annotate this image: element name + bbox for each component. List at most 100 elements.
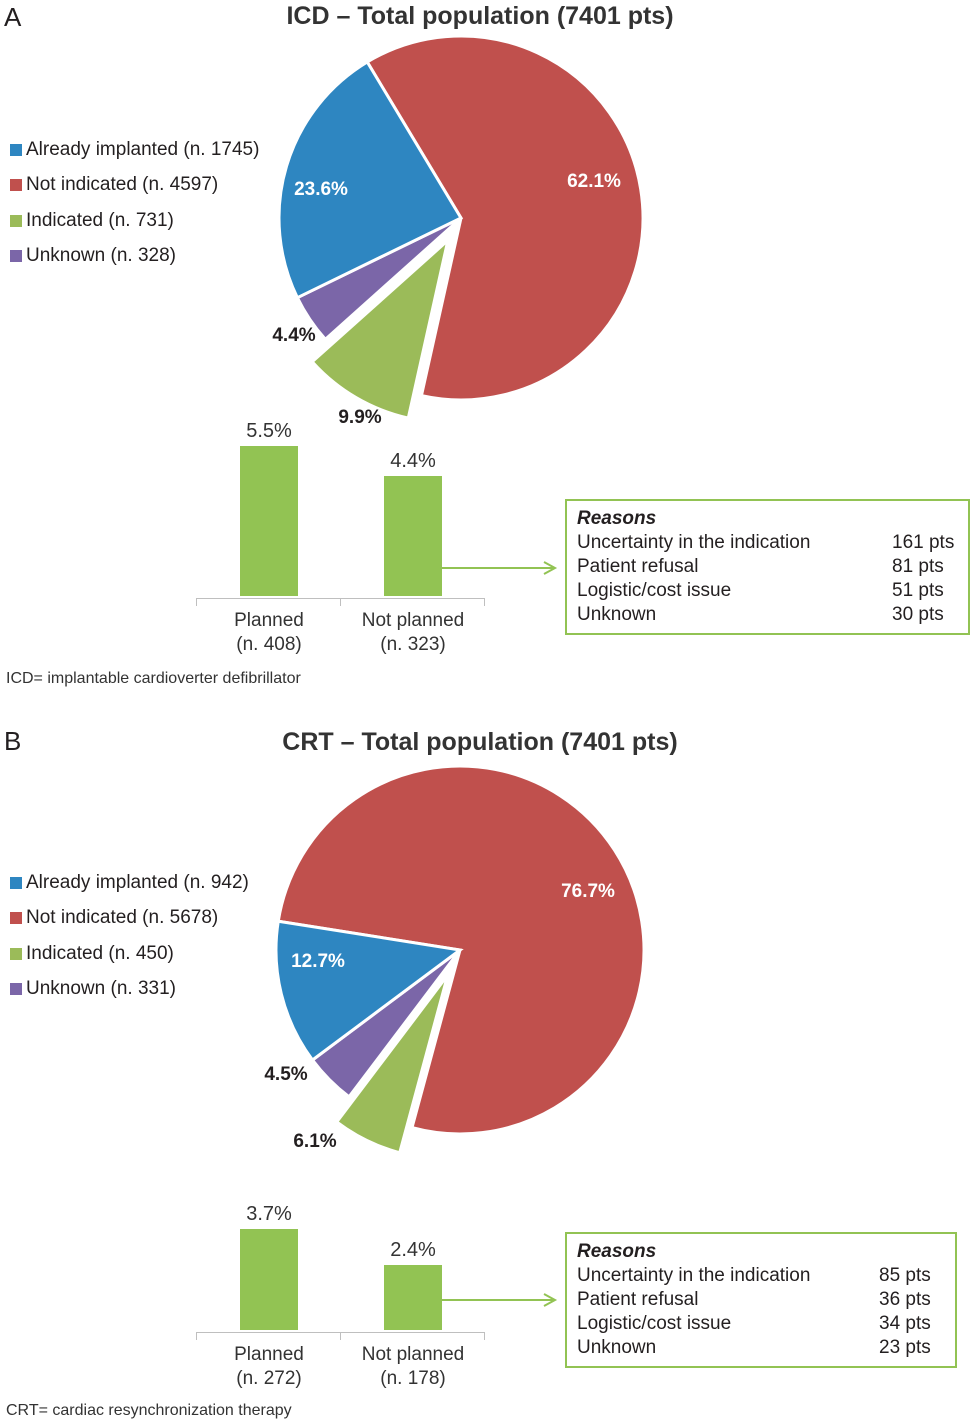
category-line: (n. 408) [236,634,302,655]
legend-item-already-implanted: Already implanted (n. 942) [10,865,249,901]
reasons-box: Reasons Uncertainty in the indication 161… [565,499,970,635]
legend-swatch [10,179,22,192]
reason-count: 81 pts [892,556,944,577]
bar-value-label: 2.4% [390,1238,436,1261]
legend-swatch [10,983,22,996]
arrow-to-reasons [440,561,558,575]
reason-count: 23 pts [879,1337,931,1358]
legend-item-unknown: Unknown (n. 331) [10,972,249,1008]
legend-swatch [10,876,22,889]
legend-label: Indicated (n. 731) [26,209,174,231]
pie-percent-label: 76.7% [561,881,615,902]
legend-label: Not indicated (n. 5678) [26,907,219,929]
panel-a-icd: A ICD – Total population (7401 pts) 23.6… [0,0,972,712]
pie-legend: Already implanted (n. 1745) Not indicate… [10,132,259,274]
bar-not-planned [384,1264,442,1330]
category-line: Not planned [361,610,465,631]
reason-count: 51 pts [892,580,944,601]
reason-count: 85 pts [879,1265,931,1286]
pie-chart: 23.6% 62.1% 9.9% 4.4% [272,34,645,428]
reason-row: Logistic/cost issue 51 pts [577,579,958,603]
legend-swatch [10,947,22,960]
axis-tick [340,1332,341,1340]
bar-category-label: Planned (n. 272) [189,1343,349,1391]
category-line: Planned [234,610,304,631]
chart-title: ICD – Total population (7401 pts) [286,2,674,30]
reasons-box: Reasons Uncertainty in the indication 85 … [565,1232,957,1368]
bar-category-label: Planned (n. 408) [189,609,349,657]
reason-label: Unknown [577,1337,657,1358]
category-line: (n. 178) [380,1368,446,1389]
chart-title: CRT – Total population (7401 pts) [282,728,678,756]
reason-row: Patient refusal 81 pts [577,555,958,579]
legend-swatch [10,250,22,263]
pie-slice-indicated [334,974,450,1155]
pie-legend: Already implanted (n. 942) Not indicated… [10,865,249,1007]
reasons-title: Reasons [577,508,657,529]
legend-item-already-implanted: Already implanted (n. 1745) [10,132,259,168]
reason-row: Uncertainty in the indication 161 pts [577,531,958,555]
legend-item-not-indicated: Not indicated (n. 4597) [10,168,259,204]
bar-value-label: 3.7% [246,1203,292,1226]
reason-count: 36 pts [879,1289,931,1310]
category-line: Planned [234,1344,304,1365]
arrow-to-reasons [440,1293,558,1307]
bar-not-planned [384,476,442,596]
legend-swatch [10,143,22,156]
footnote: ICD= implantable cardioverter defibrilla… [6,670,301,687]
category-line: (n. 272) [236,1368,302,1389]
panel-letter: B [4,726,22,756]
reason-row: Unknown 30 pts [577,603,958,627]
pie-slice-already-implanted [277,59,464,300]
bar-category-label: Not planned (n. 178) [333,1343,493,1391]
reason-label: Logistic/cost issue [577,580,732,601]
legend-label: Indicated (n. 450) [26,942,174,964]
reason-label: Unknown [577,604,657,625]
pie-percent-label: 4.5% [264,1064,307,1085]
pie-slice-indicated [310,236,451,420]
pie-percent-label: 12.7% [291,951,345,972]
category-line: Not planned [361,1344,465,1365]
bar-planned [240,446,298,596]
pie-slice-not-indicated [365,34,645,402]
reason-label: Patient refusal [577,1289,699,1310]
reason-label: Uncertainty in the indication [577,1265,811,1286]
axis-tick [484,1332,485,1340]
legend-swatch [10,214,22,227]
pie-percent-label: 23.6% [294,179,348,200]
pie-percent-label: 9.9% [338,407,381,428]
reasons-title: Reasons [577,1241,657,1262]
panel-letter: A [4,2,22,32]
bar-category-label: Not planned (n. 323) [333,609,493,657]
legend-label: Already implanted (n. 1745) [26,138,260,160]
axis-tick [196,598,197,606]
reason-row: Uncertainty in the indication 85 pts [577,1264,945,1288]
pie-percent-label: 4.4% [272,325,315,346]
axis-tick [196,1332,197,1340]
reason-count: 161 pts [892,532,955,553]
reason-count: 30 pts [892,604,944,625]
pie-percent-label: 62.1% [567,171,621,192]
bar-chart: 3.7% 2.4% Planned (n. 272) Not planned (… [190,1182,490,1412]
bar-value-label: 5.5% [246,420,292,442]
reason-count: 34 pts [879,1313,931,1334]
reason-label: Uncertainty in the indication [577,532,811,553]
reason-row: Patient refusal 36 pts [577,1288,945,1312]
reason-row: Logistic/cost issue 34 pts [577,1312,945,1336]
legend-label: Unknown (n. 328) [26,245,176,267]
axis-tick [340,598,341,606]
bar-planned [240,1229,298,1330]
legend-label: Already implanted (n. 942) [26,871,249,893]
reason-label: Logistic/cost issue [577,1313,732,1334]
legend-item-indicated: Indicated (n. 450) [10,936,249,972]
reason-row: Unknown 23 pts [577,1336,945,1360]
reason-label: Patient refusal [577,556,699,577]
pie-slice-already-implanted [274,919,464,1063]
legend-item-unknown: Unknown (n. 328) [10,239,259,275]
pie-chart: 12.7% 76.7% 6.1% 4.5% [264,764,646,1155]
bar-chart: 5.5% 4.4% Planned (n. 408) Not planned (… [189,420,493,660]
legend-swatch [10,912,22,925]
pie-percent-label: 6.1% [293,1131,336,1152]
footnote: CRT= cardiac resynchronization therapy [6,1402,292,1419]
bar-value-label: 4.4% [390,450,436,472]
